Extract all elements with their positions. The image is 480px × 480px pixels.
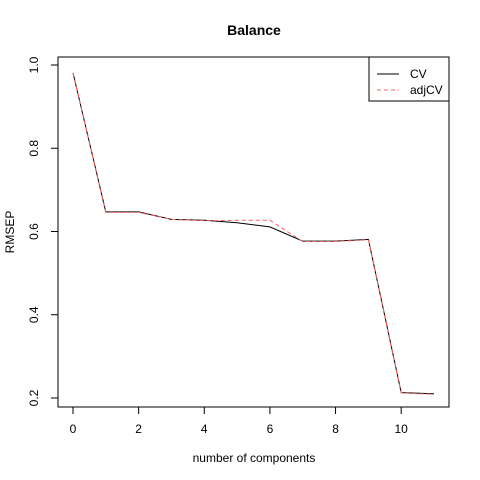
series-line-adjcv [72,72,435,395]
x-tick-label: 10 [395,422,409,436]
legend-label-cv: CV [410,67,427,81]
x-tick-label: 2 [135,422,142,436]
legend: CV adjCV [368,56,450,102]
series-layer [72,72,435,395]
x-axis: 0 2 4 6 8 10 [70,406,409,436]
y-tick-label: 0.6 [27,223,41,240]
y-axis-label: RMSEP [3,211,17,254]
x-tick-label: 0 [70,422,77,436]
y-tick-label: 0.2 [27,389,41,406]
x-tick-label: 4 [201,422,208,436]
plot-frame [57,56,450,408]
x-tick-label: 8 [332,422,339,436]
y-axis: 0.2 0.4 0.6 0.8 1.0 [27,56,59,406]
chart-title: Balance [227,22,281,38]
legend-label-adjcv: adjCV [410,83,443,97]
legend-box [368,56,450,102]
y-tick-label: 1.0 [27,56,41,73]
x-tick-label: 6 [267,422,274,436]
series-line-cv [72,72,435,395]
y-tick-label: 0.8 [27,140,41,157]
x-axis-label: number of components [193,451,316,465]
y-tick-label: 0.4 [27,306,41,323]
